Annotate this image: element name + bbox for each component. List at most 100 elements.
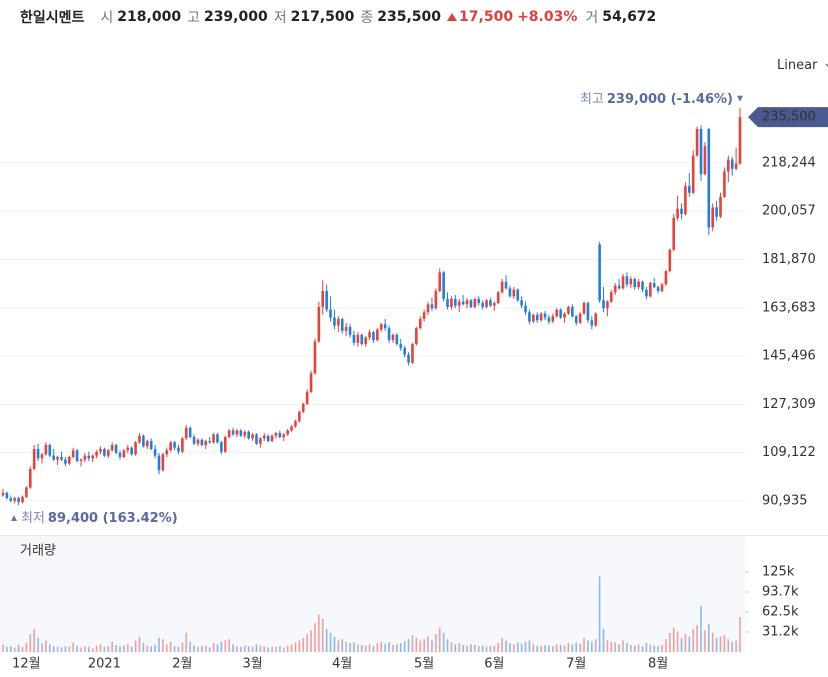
candle-body (122, 450, 126, 457)
x-tick-label: 7월 (566, 657, 586, 672)
candle-body (602, 300, 605, 309)
candle-body (99, 449, 102, 452)
volume-bar (52, 646, 55, 652)
volume-bar (84, 646, 86, 652)
candle-body (641, 281, 644, 290)
volume-bar (158, 637, 160, 652)
candle-body (239, 430, 243, 436)
candle-body (134, 442, 137, 455)
scale-option[interactable]: Linear (777, 58, 818, 73)
scale-dropdown[interactable]: Linear (777, 58, 828, 73)
candle-body (454, 298, 457, 306)
candle-body (204, 441, 208, 446)
volume-bar (208, 647, 211, 652)
candle-body (56, 456, 59, 460)
volume-bar (25, 643, 28, 652)
candle-body (28, 468, 32, 488)
volume-bar (614, 642, 617, 652)
x-tick-label: 2월 (172, 657, 192, 672)
volume-bar (388, 642, 390, 652)
y-tick-label: 127,309 (762, 397, 816, 412)
candle-body (415, 328, 418, 345)
candle-body (477, 298, 481, 303)
candle-body (110, 445, 114, 451)
candle-body (286, 430, 289, 435)
candle-body (177, 447, 180, 452)
volume-bar (302, 637, 305, 652)
candle-body (83, 455, 87, 460)
candle-body (516, 289, 520, 301)
volume-bar (201, 646, 203, 652)
candle-body (461, 301, 465, 305)
volume-bar (676, 631, 679, 652)
candle-body (270, 435, 274, 442)
volume-bar (419, 640, 422, 652)
candle-body (723, 171, 726, 197)
volume-bar (384, 643, 386, 652)
candle-body (21, 496, 24, 503)
volume-bar (271, 646, 273, 652)
candle-body (266, 435, 270, 442)
candle-body (118, 452, 122, 457)
volume-bar (423, 639, 425, 652)
candle-body (719, 196, 722, 217)
candle-body (512, 289, 516, 297)
open-value: 218,000 (117, 9, 182, 25)
candle-body (699, 129, 703, 175)
volume-bar (123, 645, 125, 652)
volume-bar (493, 645, 496, 652)
candle-body (578, 313, 582, 323)
volume-bar (220, 641, 223, 652)
volume-bar (130, 646, 133, 652)
volume-bar (435, 634, 437, 652)
close-value: 235,500 (377, 9, 442, 25)
last-price-label: 235,500 (762, 110, 816, 125)
candle-body (695, 129, 699, 156)
candle-body (387, 328, 391, 341)
candle-body (481, 302, 484, 307)
volume-bar (224, 640, 227, 652)
candle-body (9, 498, 13, 501)
volume-bar (594, 639, 597, 652)
x-tick-label: 2021 (88, 657, 121, 672)
candle-body (290, 426, 293, 431)
candle-body (430, 304, 434, 309)
candle-body (340, 318, 344, 331)
volume-bar (708, 623, 710, 652)
candle-body (376, 329, 379, 341)
volume-bar (41, 643, 43, 652)
candle-body (535, 314, 539, 321)
candle-body (32, 449, 36, 469)
volume-bar (407, 639, 410, 652)
volume-bar (715, 637, 718, 652)
volume-bar (349, 643, 351, 652)
volume-bar (641, 646, 644, 652)
candle-body (520, 300, 523, 306)
last-price-tag (748, 107, 828, 128)
volume-bar (403, 641, 406, 652)
candle-body (625, 276, 629, 285)
dropdown-chevron[interactable] (823, 61, 828, 71)
candle-body (165, 450, 169, 455)
candle-body (60, 456, 63, 460)
volume-bar (696, 625, 698, 652)
candle-body (691, 155, 695, 193)
volume-bar (399, 643, 402, 652)
candle-body (274, 433, 278, 436)
volume-bar (516, 642, 519, 652)
candle-body (407, 354, 410, 363)
volume-bar (513, 644, 515, 652)
candle-body (391, 334, 395, 341)
volume-bar (103, 646, 106, 652)
volume-bar (185, 632, 188, 652)
low-annotation: 최저 89,400 (163.42%) (21, 511, 178, 526)
volume-bar (240, 646, 242, 652)
volume-bar (357, 644, 359, 652)
volume-bar (9, 646, 12, 652)
candle-body (181, 438, 184, 452)
candle-body (247, 431, 250, 439)
volume-bar (150, 646, 152, 652)
candle-body (114, 445, 118, 453)
volume-bar (431, 640, 433, 652)
